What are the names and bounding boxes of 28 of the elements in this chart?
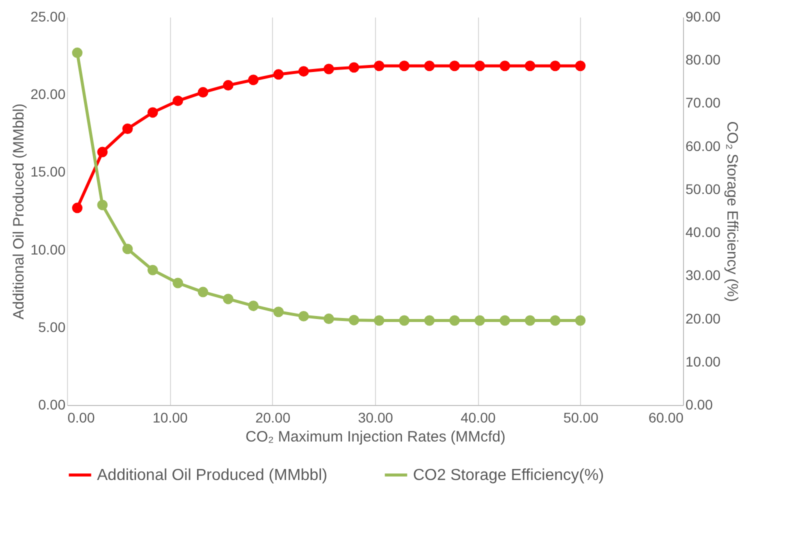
y-axis-title: Additional Oil Produced (MMbbl)	[10, 104, 28, 320]
y2-tick-label: 30.00	[686, 267, 721, 284]
y2-tick-label: 70.00	[686, 94, 721, 111]
x-axis-title: CO₂ Maximum Injection Rates (MMcfd)	[245, 428, 506, 446]
x-tick-label: 20.00	[255, 410, 291, 426]
y2-axis-title: CO₂ Storage Efficiency (%)	[724, 121, 741, 302]
y-tick-label: 20.00	[30, 86, 66, 102]
y-tick-label: 5.00	[38, 318, 66, 335]
legend-label: Additional Oil Produced (MMbbl)	[97, 467, 328, 484]
legend-label: CO2 Storage Efficiency(%)	[413, 467, 604, 484]
y2-tick-label: 80.00	[686, 52, 721, 68]
x-tick-label: 30.00	[358, 410, 394, 426]
y2-tick-label: 0.00	[686, 396, 713, 412]
x-tick-label: 60.00	[648, 410, 684, 426]
y-tick-label: 25.00	[30, 8, 66, 24]
x-tick-label: 40.00	[460, 410, 496, 426]
x-tick-label: 0.00	[68, 410, 95, 426]
y2-tick-label: 90.00	[686, 8, 721, 24]
y2-tick-label: 40.00	[686, 224, 721, 240]
x-tick-label: 50.00	[563, 410, 599, 426]
y2-tick-label: 60.00	[686, 138, 721, 154]
y2-tick-label: 10.00	[686, 353, 721, 370]
y-tick-label: 10.00	[30, 241, 66, 258]
y-tick-label: 15.00	[30, 164, 66, 180]
y2-tick-label: 50.00	[686, 180, 721, 197]
y2-tick-label: 20.00	[686, 310, 721, 326]
x-tick-label: 10.00	[152, 410, 188, 426]
y-tick-label: 0.00	[38, 396, 66, 412]
